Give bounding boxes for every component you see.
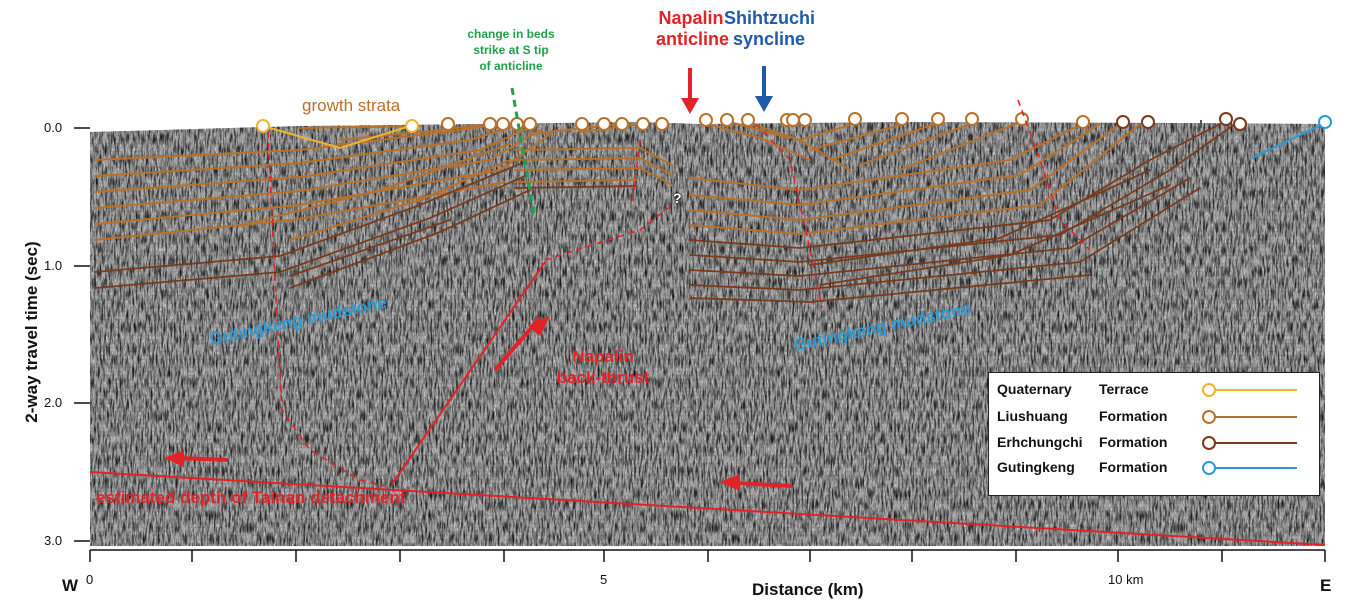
solid-faults (89, 261, 1326, 546)
growth-strata-label: growth strata (302, 96, 401, 115)
y-axis-label: 2-way travel time (sec) (22, 241, 41, 423)
x-tick-0: 0 (86, 572, 94, 587)
legend-symbol-terrace (1202, 383, 1297, 397)
legend-unit: Formation (1099, 408, 1168, 424)
question-mark-label: ? (673, 190, 682, 206)
terrace-beds (262, 125, 411, 150)
napalin-anticline-line1: Napalin (658, 8, 724, 28)
legend-symbol-liushuang (1202, 410, 1297, 424)
liushuang-beds (94, 121, 1141, 241)
y-tick-1: 1.0 (44, 258, 63, 273)
napalin-anticline-label: Napalin anticline (656, 8, 730, 50)
y-tick-2: 2.0 (44, 395, 63, 410)
legend-symbol-gutingkeng (1202, 461, 1297, 475)
x-tick-5: 5 (600, 572, 608, 587)
legend-name: Erhchungchi (997, 434, 1083, 450)
legend-unit: Terrace (1099, 381, 1149, 397)
thrust-arrows (164, 316, 793, 491)
west-label: W (62, 576, 79, 595)
shihtzuchi-syncline-label: Shihtzuchi syncline (724, 8, 815, 50)
y-axis (74, 127, 90, 542)
napalin-back-thrust-label: Napalin back-thrust (553, 346, 653, 388)
legend-name: Liushuang (997, 408, 1068, 424)
legend-symbols (1202, 383, 1297, 475)
legend-unit: Formation (1099, 434, 1168, 450)
shihtzuchi-syncline-line2: syncline (732, 29, 806, 49)
legend-name: Quaternary (997, 381, 1072, 397)
legend-unit: Formation (1099, 459, 1168, 475)
x-axis (89, 549, 1326, 562)
legend-row-erhchungchi: Erhchungchi Formation (997, 434, 1167, 450)
erhchungchi-beds (94, 123, 1236, 303)
y-tick-0: 0.0 (44, 120, 63, 135)
back-thrust-line2: back-thrust (556, 368, 650, 387)
outcrop-markers (256, 112, 1332, 133)
change-in-beds-line3: of anticline (479, 59, 543, 73)
legend: Quaternary Terrace Liushuang Formation Erh… (988, 372, 1320, 496)
seismic-background (90, 122, 1325, 546)
change-in-beds-label: change in beds strike at S tip of anticl… (446, 26, 576, 74)
shihtzuchi-syncline-line1: Shihtzuchi (724, 8, 815, 28)
napalin-anticline-line2: anticline (656, 29, 730, 49)
gutingkeng-bed (1251, 123, 1324, 159)
legend-name: Gutingkeng (997, 459, 1075, 475)
legend-row-gutingkeng: Gutingkeng Formation (997, 459, 1167, 475)
x-axis-label: Distance (km) (752, 580, 864, 599)
strike-change-line (510, 87, 536, 215)
y-tick-3: 3.0 (44, 533, 63, 548)
fold-arrows (681, 66, 773, 114)
back-thrust-line1: Napalin (572, 347, 634, 366)
change-in-beds-line1: change in beds (467, 27, 555, 41)
detachment-label: estimated depth of Tainan detachment (96, 488, 406, 507)
legend-symbol-erhchungchi (1202, 436, 1297, 450)
east-label: E (1320, 576, 1332, 595)
x-tick-10: 10 km (1108, 572, 1144, 587)
dashed-faults (267, 99, 1091, 487)
change-in-beds-line2: strike at S tip (473, 43, 549, 57)
legend-row-terrace: Quaternary Terrace (997, 381, 1149, 397)
legend-row-liushuang: Liushuang Formation (997, 408, 1167, 424)
